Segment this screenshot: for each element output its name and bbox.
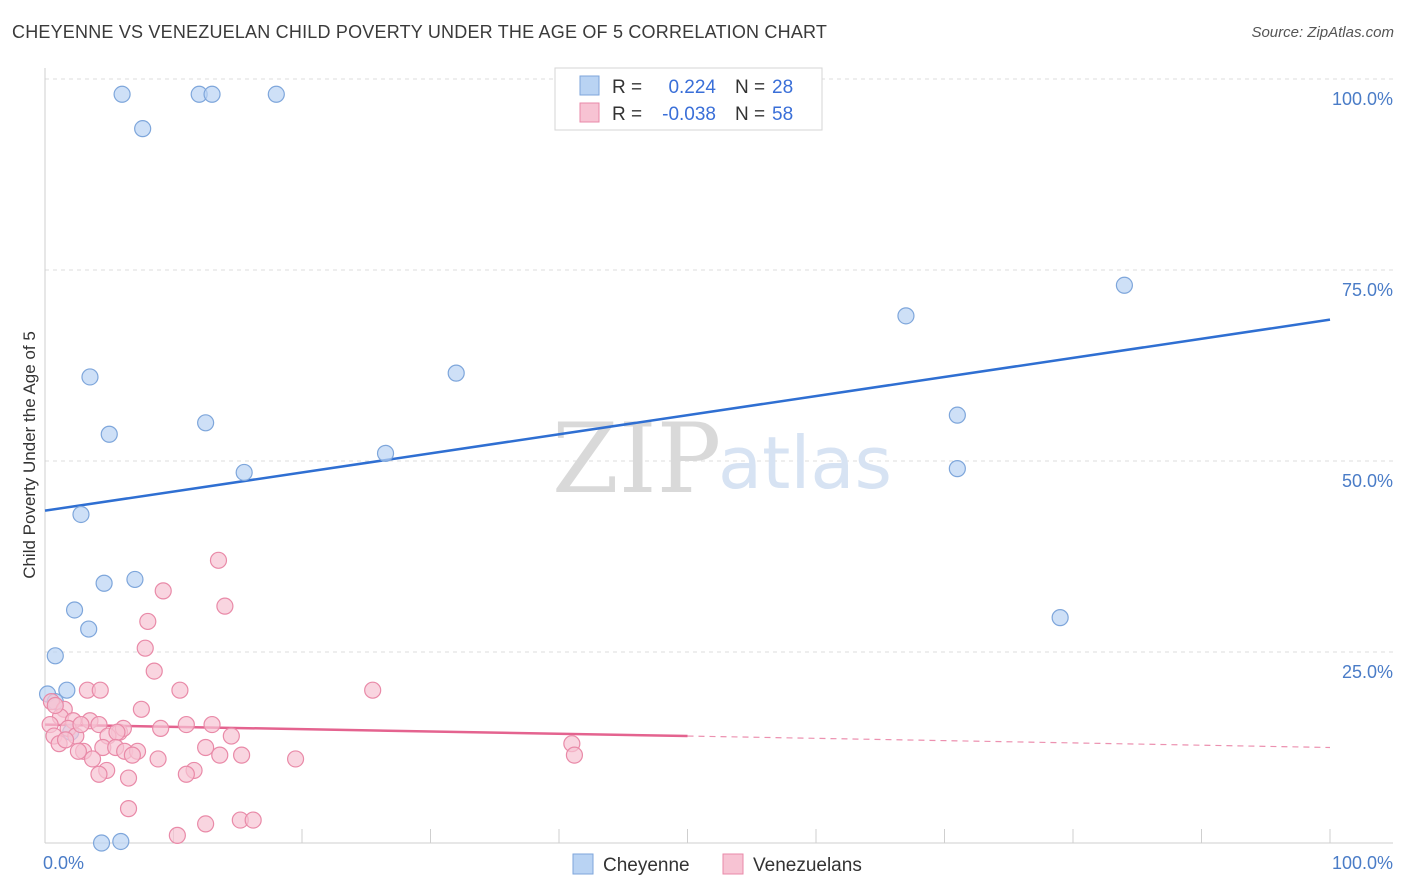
bottom-legend-label-venezuelans: Venezuelans [753, 855, 862, 876]
bottom-legend-swatch-venezuelans [722, 853, 744, 875]
point-venezuelans [216, 597, 234, 615]
point-cheyenne [80, 620, 98, 638]
point-venezuelans [83, 750, 102, 768]
y-axis-title: Child Poverty Under the Age of 5 [20, 331, 39, 579]
legend-r-label-cheyenne: R = [612, 77, 642, 98]
point-cheyenne [95, 574, 113, 592]
grid-layer [45, 78, 1393, 653]
point-venezuelans [177, 765, 195, 783]
y-tick-label: 25.0% [1342, 662, 1393, 682]
point-cheyenne [126, 570, 144, 589]
point-venezuelans [123, 746, 141, 764]
points-layer [38, 85, 1134, 852]
watermark-atlas: atlas [718, 421, 892, 505]
point-venezuelans [139, 612, 157, 631]
point-venezuelans [233, 746, 251, 764]
point-venezuelans [177, 715, 195, 734]
stats-legend: R = 0.224 N = 28 R = -0.038 N = 58 [554, 67, 823, 131]
series-legend: Cheyenne Venezuelans [572, 853, 862, 876]
point-cheyenne [948, 460, 966, 478]
point-cheyenne [897, 307, 915, 325]
source-label: Source: ZipAtlas.com [1251, 24, 1394, 41]
point-cheyenne [376, 444, 395, 462]
point-venezuelans [364, 681, 382, 699]
point-venezuelans [211, 746, 229, 764]
point-cheyenne [447, 364, 465, 382]
point-venezuelans [286, 750, 305, 768]
point-cheyenne [81, 368, 99, 386]
point-venezuelans [72, 715, 90, 734]
x-tick-label-min: 0.0% [43, 853, 84, 873]
point-cheyenne [100, 425, 118, 443]
chart-title: CHEYENNE VS VENEZUELAN CHILD POVERTY UND… [12, 22, 828, 42]
point-cheyenne [267, 85, 285, 103]
point-cheyenne [72, 505, 90, 524]
y-tick-label: 50.0% [1342, 471, 1393, 491]
watermark: ZIP atlas [552, 403, 892, 515]
point-venezuelans [171, 681, 189, 699]
point-cheyenne [1115, 276, 1134, 294]
bottom-legend-label-cheyenne: Cheyenne [603, 855, 690, 876]
point-venezuelans [203, 715, 221, 734]
y-tick-label: 100.0% [1332, 89, 1393, 109]
point-venezuelans [136, 639, 154, 657]
point-venezuelans [565, 746, 584, 764]
point-venezuelans [152, 719, 170, 738]
point-venezuelans [90, 765, 108, 783]
point-cheyenne [948, 406, 966, 424]
point-venezuelans [119, 769, 138, 787]
trend-layer [44, 318, 1331, 749]
point-venezuelans [91, 681, 109, 699]
point-venezuelans [119, 800, 138, 818]
point-venezuelans [145, 662, 163, 680]
point-cheyenne [113, 85, 131, 103]
point-venezuelans [244, 811, 262, 829]
legend-swatch-venezuelans [579, 102, 600, 123]
point-venezuelans [209, 551, 228, 569]
point-cheyenne [1051, 609, 1069, 627]
point-venezuelans [56, 731, 75, 749]
point-cheyenne [197, 414, 215, 432]
bottom-legend-swatch-cheyenne [572, 853, 594, 875]
axis-layer: 25.0% 50.0% 75.0% 100.0% 0.0% 100.0% [43, 68, 1393, 873]
point-venezuelans [90, 715, 108, 734]
point-venezuelans [46, 696, 64, 715]
point-cheyenne [58, 681, 76, 699]
point-cheyenne [203, 85, 221, 103]
trendline-venezuelans [44, 723, 688, 738]
watermark-zip: ZIP [552, 403, 721, 515]
point-cheyenne [92, 834, 111, 852]
trendline-extension-venezuelans [687, 735, 1331, 749]
point-cheyenne [112, 832, 130, 851]
x-tick-label-max: 100.0% [1332, 853, 1393, 873]
point-cheyenne [46, 647, 64, 665]
point-cheyenne [134, 120, 152, 138]
point-venezuelans [222, 727, 240, 745]
point-venezuelans [149, 750, 167, 768]
y-tick-label: 75.0% [1342, 280, 1393, 300]
point-venezuelans [69, 742, 88, 760]
trendline-cheyenne [44, 318, 1331, 512]
legend-r-value-cheyenne: 0.224 [668, 77, 716, 98]
point-venezuelans [154, 582, 172, 600]
legend-n-label-venezuelans: N = [735, 104, 765, 125]
legend-r-value-venezuelans: -0.038 [662, 104, 716, 125]
point-cheyenne [235, 463, 253, 482]
legend-r-label-venezuelans: R = [612, 104, 642, 125]
point-venezuelans [132, 700, 150, 718]
legend-n-value-venezuelans: 58 [772, 104, 793, 125]
point-venezuelans [108, 723, 126, 741]
legend-n-label-cheyenne: N = [735, 77, 765, 98]
legend-n-value-cheyenne: 28 [772, 77, 793, 98]
point-venezuelans [197, 738, 215, 757]
legend-swatch-cheyenne [579, 75, 600, 96]
point-venezuelans [168, 826, 186, 844]
point-venezuelans [197, 815, 215, 833]
point-cheyenne [65, 601, 84, 619]
